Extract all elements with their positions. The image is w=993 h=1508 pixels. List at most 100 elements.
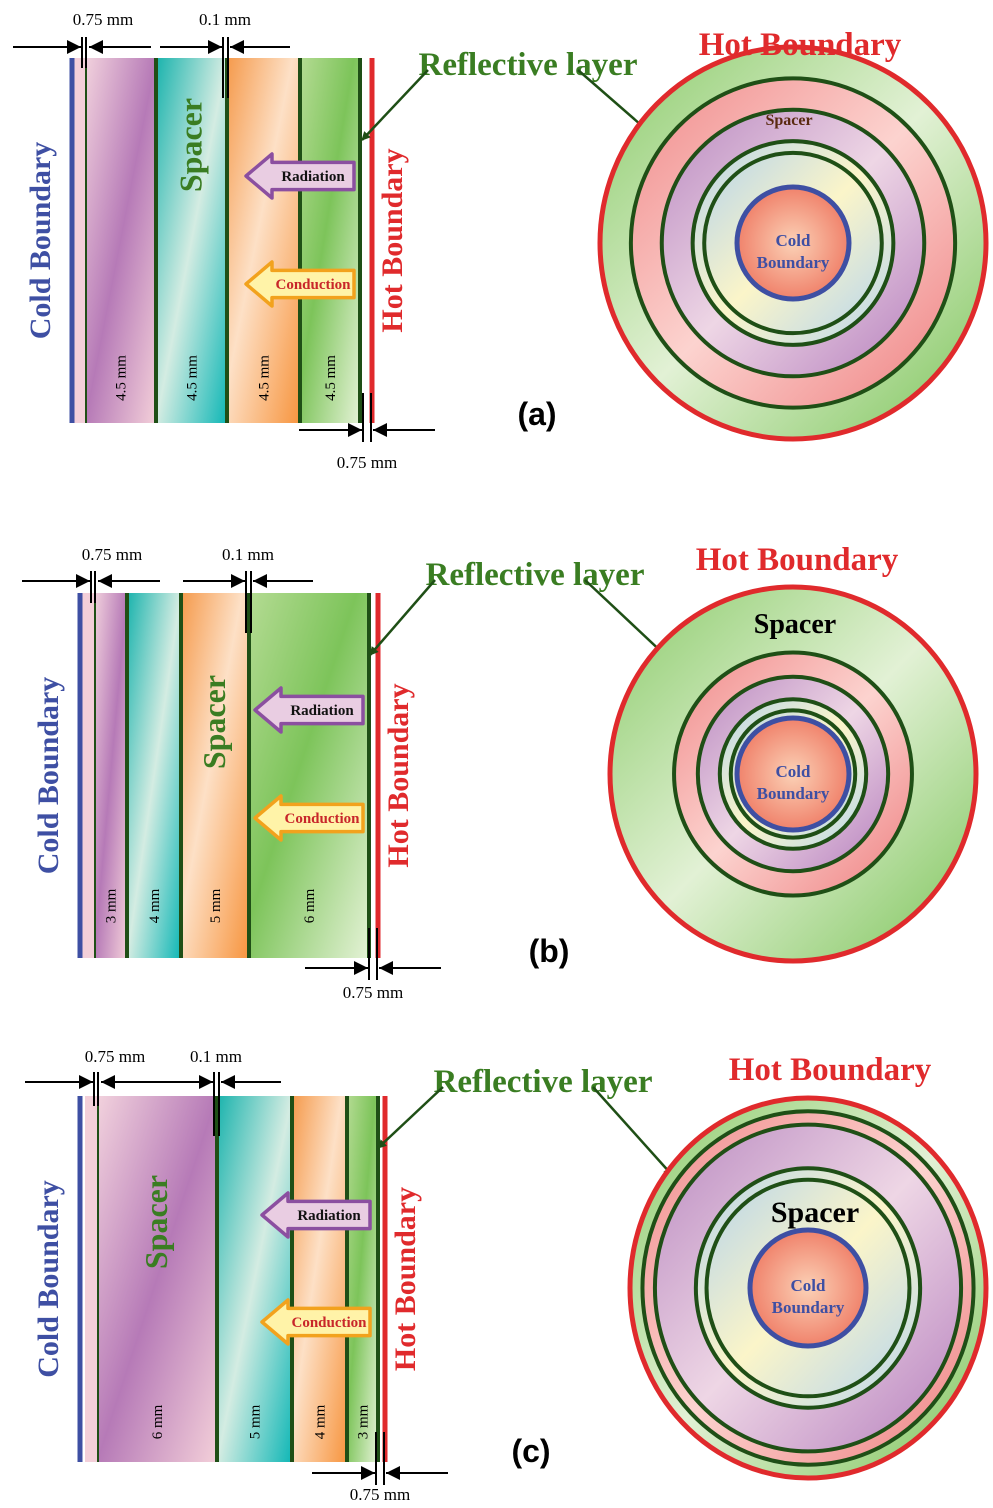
dim-gap-top: 0.1 mm — [222, 545, 274, 564]
dim-left-in-head — [79, 1075, 93, 1089]
conduction-arrow-shape — [260, 1298, 372, 1346]
radiation-arrow-label: Radiation — [281, 169, 345, 185]
circle-hot-boundary-label: Hot Boundary — [699, 27, 902, 63]
radiation-arrow-shape — [244, 152, 356, 200]
layer-thickness-label: 4 mm — [313, 1404, 329, 1439]
layer-thickness-label: 5 mm — [208, 888, 224, 923]
conduction-arrow: Conduction — [253, 794, 365, 842]
panel-label: (a) — [517, 396, 556, 432]
dim-bottom-in-head — [348, 423, 362, 437]
hot-boundary-label: Hot Boundary — [376, 148, 409, 332]
conduction-arrow: Conduction — [260, 1298, 372, 1346]
cylindrical-cross-section: Cold Boundary Spacer — [597, 44, 989, 442]
panel-label: (c) — [511, 1433, 550, 1469]
dim-reflective-top: 0.75 mm — [82, 545, 142, 564]
dim-bottom-out-head — [379, 961, 393, 975]
slab-layer-1 — [97, 1096, 217, 1462]
dim-gap-in-head — [199, 1075, 213, 1089]
dim-reflective-bottom: 0.75 mm — [337, 453, 397, 472]
circle-spacer-label: Spacer — [765, 112, 812, 129]
dim-bottom-out-head — [386, 1466, 400, 1480]
spacer-label: Spacer — [173, 98, 209, 192]
circle-spacer-label: Spacer — [771, 1196, 859, 1229]
dim-reflective-top: 0.75 mm — [73, 10, 133, 29]
circle-cold-label-line2: Boundary — [757, 253, 830, 272]
layer-thickness-label: 4 mm — [147, 888, 163, 923]
hot-boundary-label: Hot Boundary — [389, 1187, 422, 1371]
layer-thickness-label: 4.5 mm — [114, 355, 130, 401]
dim-gap-top: 0.1 mm — [190, 1047, 242, 1066]
circle-hot-boundary-label: Hot Boundary — [696, 542, 899, 578]
circle-spacer-label: Spacer — [754, 609, 836, 640]
circle-cold-label-line1: Cold — [791, 1276, 827, 1295]
circle-cold-label-line1: Cold — [776, 762, 812, 781]
slab-layer-3 — [227, 58, 300, 423]
layer-thickness-label: 4.5 mm — [257, 355, 273, 401]
layer-thickness-label: 3 mm — [356, 1404, 372, 1439]
cylindrical-cross-section: Cold Boundary Spacer — [627, 1095, 989, 1481]
hot-boundary-label: Hot Boundary — [382, 683, 415, 867]
slab-layer-2 — [217, 1096, 292, 1462]
dim-reflective-bottom: 0.75 mm — [350, 1485, 410, 1504]
cold-side-strip — [73, 58, 85, 423]
circle-hot-boundary-label: Hot Boundary — [729, 1052, 932, 1088]
cold-boundary-circle — [734, 715, 852, 833]
dim-left-in-head — [76, 574, 90, 588]
cold-boundary-circle — [747, 1227, 869, 1349]
panel-b: 3 mm 4 mm 5 mm 6 mm Cold Boundary Hot Boundar… — [22, 542, 979, 1002]
panel-label: (b) — [529, 933, 570, 969]
dim-left-out-head — [101, 1075, 115, 1089]
slab-layer-4 — [249, 593, 369, 958]
layer-thickness-label: 3 mm — [104, 888, 120, 923]
reflective-callout-arrow — [377, 1086, 444, 1149]
slab-layer-2 — [127, 593, 181, 958]
circle-cold-label-line2: Boundary — [772, 1298, 845, 1317]
dim-reflective-top: 0.75 mm — [85, 1047, 145, 1066]
radiation-arrow-label: Radiation — [290, 703, 354, 719]
dim-left-out-head — [89, 40, 103, 54]
reflective-callout-arrow — [361, 69, 429, 141]
cold-side-strip — [85, 1096, 97, 1462]
slab-layer-1 — [85, 58, 156, 423]
spacer-label: Spacer — [138, 1175, 174, 1269]
dim-gap-in-head — [231, 574, 245, 588]
dim-gap-out-head — [230, 40, 244, 54]
radiation-arrow: Radiation — [260, 1191, 372, 1239]
cold-side-strip — [82, 593, 94, 958]
dim-gap-out-head — [253, 574, 267, 588]
slab-layer-4 — [300, 58, 360, 423]
radiation-arrow-shape — [253, 686, 365, 734]
dim-bottom-in-head — [361, 1466, 375, 1480]
dim-gap-top: 0.1 mm — [199, 10, 251, 29]
dim-bottom-in-head — [354, 961, 368, 975]
radiation-arrow-shape — [260, 1191, 372, 1239]
circle-cold-label-line1: Cold — [776, 231, 812, 250]
slab-layer-3 — [181, 593, 249, 958]
reflective-layer-label: Reflective layer — [426, 557, 645, 593]
radiation-arrow: Radiation — [253, 686, 365, 734]
layer-thickness-label: 6 mm — [150, 1404, 166, 1439]
reflective-layer-label: Reflective layer — [419, 47, 638, 83]
conduction-arrow-label: Conduction — [284, 811, 360, 827]
reflective-callout-arrow-circle — [592, 1086, 673, 1176]
slab-layer-4 — [347, 1096, 378, 1462]
radiation-arrow: Radiation — [244, 152, 356, 200]
conduction-arrow: Conduction — [244, 260, 356, 308]
conduction-arrow-label: Conduction — [291, 1315, 367, 1331]
spacer-label: Spacer — [196, 675, 232, 769]
cold-boundary-circle — [734, 184, 852, 302]
circle-cold-label-line2: Boundary — [757, 784, 830, 803]
dim-reflective-bottom: 0.75 mm — [343, 983, 403, 1002]
panel-c: 6 mm 5 mm 4 mm 3 mm Cold Boundary Hot Boundar… — [25, 1047, 989, 1504]
slab-layer-2 — [156, 58, 227, 423]
panel-a: 4.5 mm 4.5 mm 4.5 mm 4.5 mm Cold Boundary Hot… — [13, 10, 989, 472]
slab-layer-3 — [292, 1096, 347, 1462]
cold-boundary-label: Cold Boundary — [24, 142, 57, 340]
dim-left-in-head — [67, 40, 81, 54]
conduction-arrow-shape — [253, 794, 365, 842]
reflective-callout-arrow — [369, 579, 436, 656]
cold-boundary-label: Cold Boundary — [32, 1180, 65, 1378]
reflective-layer-label: Reflective layer — [434, 1064, 653, 1100]
layer-thickness-label: 4.5 mm — [323, 355, 339, 401]
